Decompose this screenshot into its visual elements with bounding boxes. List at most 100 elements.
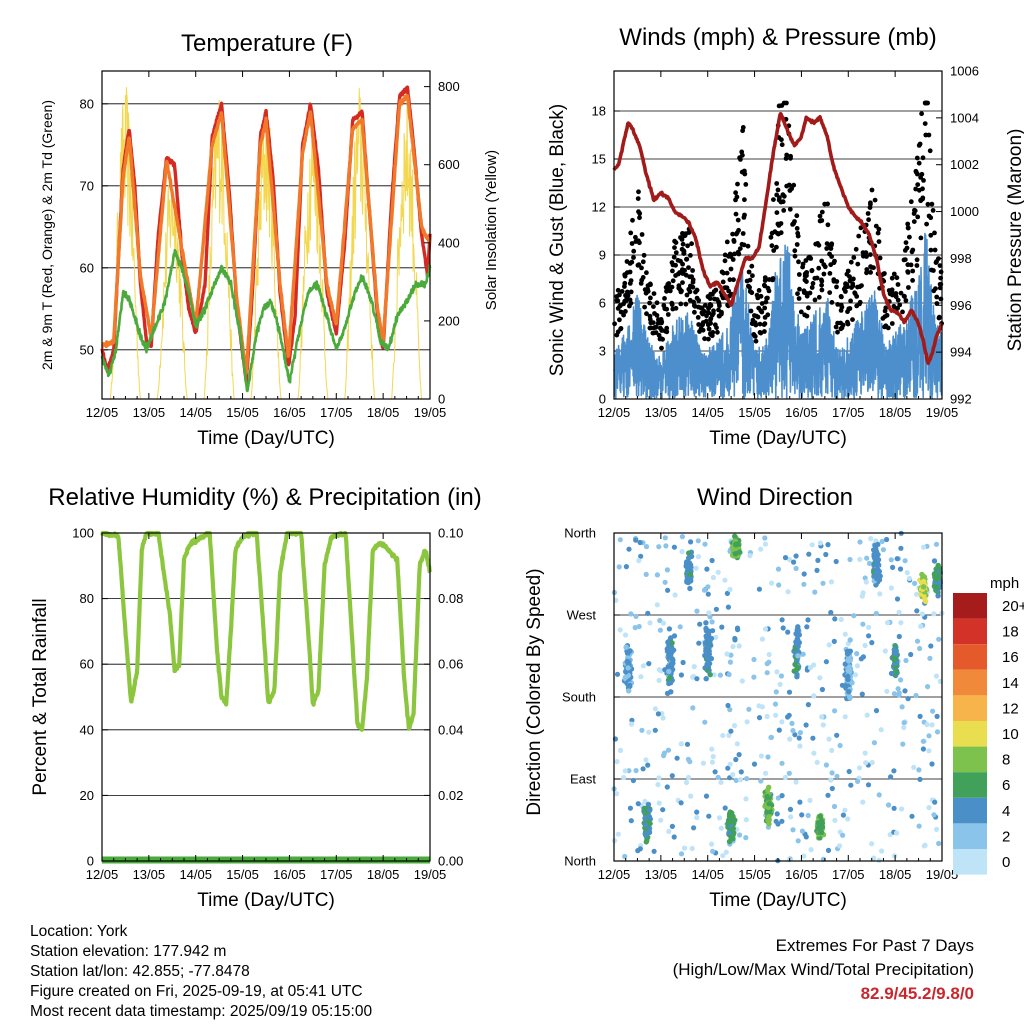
gust-point [920, 155, 926, 161]
direction-point [731, 723, 738, 729]
direction-point [903, 657, 909, 664]
direction-point [894, 596, 901, 602]
gust-point [762, 329, 767, 334]
extremes-values: 82.9/45.2/9.8/0 [860, 984, 974, 1003]
direction-point [844, 648, 851, 655]
direction-point [795, 838, 801, 844]
recent-data-text: Most recent data timestamp: 2025/09/19 0… [30, 1003, 373, 1020]
direction-point [874, 562, 880, 568]
direction-point [774, 669, 780, 675]
direction-point [694, 815, 700, 821]
relative-humidity-line [100, 530, 432, 732]
direction-point [884, 536, 890, 543]
legend-label: 8 [1002, 752, 1010, 769]
gust-point [752, 313, 757, 318]
temperature-y2-tick-label: 0 [438, 392, 445, 407]
gust-point [694, 295, 700, 301]
direction-point [705, 591, 711, 597]
direction-point [744, 776, 750, 782]
direction-point [715, 569, 721, 575]
direction-point [743, 796, 749, 802]
direction-point [730, 832, 736, 838]
direction-point [800, 651, 806, 657]
direction-point [933, 566, 939, 572]
winds-y2-tick-label: 1006 [950, 64, 979, 79]
winds-x-tick-label: 13/05 [645, 405, 678, 420]
direction-point [709, 759, 716, 765]
direction-point [797, 743, 803, 749]
gust-point [680, 261, 685, 267]
direction-point [632, 625, 638, 631]
direction-point [814, 567, 820, 574]
gust-point [905, 269, 911, 274]
gust-point [868, 264, 873, 269]
direction-point [931, 583, 938, 589]
gust-point [658, 336, 664, 341]
latlon-text: Station lat/lon: 42.855; -77.8478 [30, 963, 250, 980]
direction-point [660, 715, 666, 721]
direction-point [722, 577, 728, 583]
direction-point [626, 688, 632, 694]
gust-point [903, 240, 909, 246]
direction-point [793, 779, 799, 785]
gust-point [919, 111, 924, 117]
direction-point [734, 741, 740, 747]
direction-point [866, 560, 873, 567]
direction-point [811, 693, 817, 699]
gust-point [835, 302, 841, 307]
gust-point [809, 268, 815, 274]
direction-point [734, 625, 741, 631]
direction-point [762, 541, 769, 547]
direction-point [697, 621, 703, 627]
temperature-y2-tick-label: 800 [438, 79, 460, 94]
gust-point [621, 301, 626, 307]
direction-point [724, 651, 730, 657]
gust-point [749, 290, 755, 296]
gust-point [622, 284, 627, 289]
gust-point [865, 211, 871, 216]
direction-point [874, 570, 880, 576]
direction-point [705, 584, 711, 590]
gust-point [829, 241, 835, 247]
direction-point [912, 580, 918, 587]
gust-point [759, 301, 765, 306]
gust-point [856, 233, 862, 239]
direction-point [819, 714, 825, 720]
direction-point [638, 674, 644, 680]
gust-point [889, 275, 895, 281]
gust-point [848, 298, 853, 304]
gust-point [753, 338, 759, 344]
gust-point [647, 300, 652, 306]
direction-point [866, 624, 872, 630]
direction-point [633, 768, 639, 774]
gust-point [690, 284, 696, 290]
direction-point [786, 689, 793, 695]
direction-point [617, 747, 624, 754]
gust-point [806, 305, 811, 311]
direction-title: Wind Direction [697, 484, 853, 511]
direction-point [842, 714, 848, 720]
winds-x-tick-label: 17/05 [832, 405, 865, 420]
direction-point [765, 754, 771, 760]
gust-point [757, 321, 763, 327]
direction-point [666, 668, 672, 675]
legend-swatch [953, 695, 987, 721]
direction-point [904, 570, 910, 576]
legend-label: 2 [1002, 828, 1010, 845]
winds-y2-tick-label: 994 [950, 345, 972, 360]
gust-point [893, 291, 899, 296]
gust-point [934, 294, 940, 300]
gust-point [925, 201, 931, 207]
gust-point [751, 332, 757, 337]
direction-point [807, 797, 813, 804]
gust-point [726, 288, 731, 294]
direction-point [896, 609, 902, 616]
direction-point [661, 753, 667, 759]
direction-point [726, 671, 732, 678]
legend-label: 16 [1002, 649, 1019, 666]
gust-point [868, 202, 873, 207]
direction-point [766, 801, 772, 807]
sonic-wind-line [613, 232, 943, 400]
direction-point [785, 629, 791, 635]
direction-point [825, 792, 831, 798]
